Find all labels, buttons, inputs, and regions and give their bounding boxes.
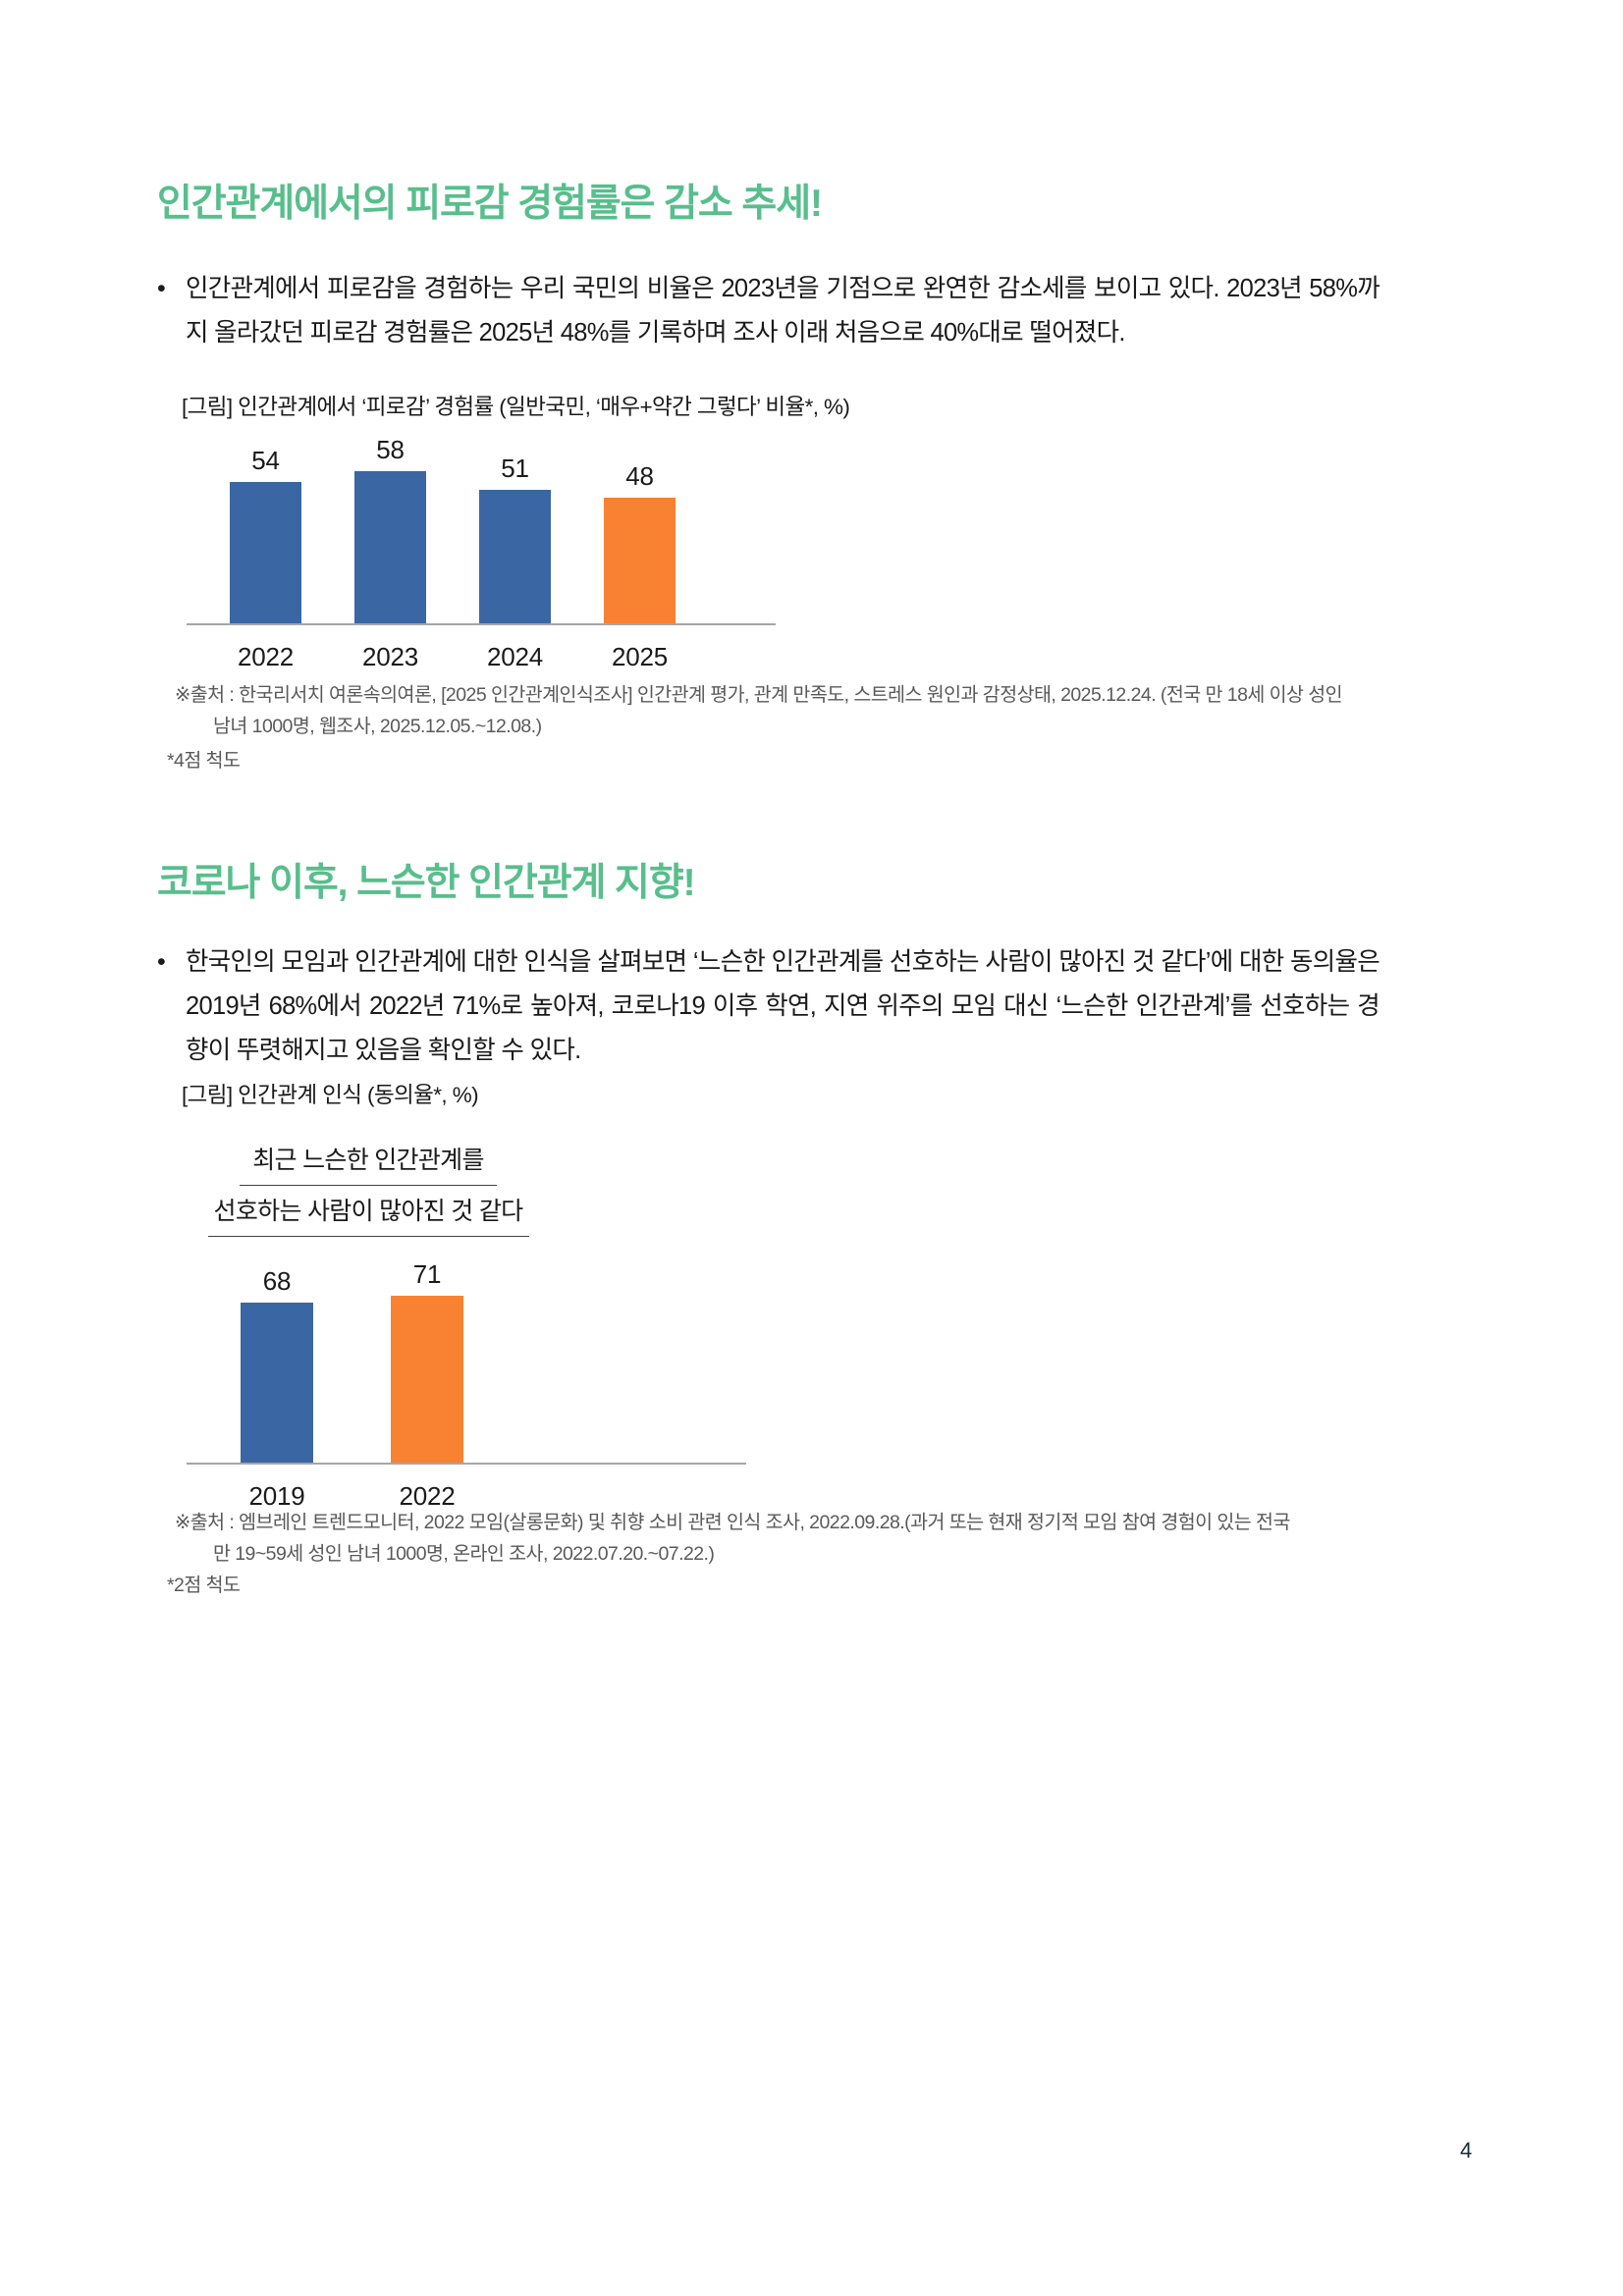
source-note-1-line2: 남녀 1000명, 웹조사, 2025.12.05.~12.08.) — [213, 716, 542, 737]
paragraph-1: • 인간관계에서 피로감을 경험하는 우리 국민의 비율은 2023년을 기점으… — [157, 267, 1380, 355]
bar-2024[interactable]: 51 2024 — [479, 432, 551, 671]
bar-value-2019: 68 — [262, 1266, 292, 1296]
bar-value-2022-b: 71 — [412, 1259, 442, 1289]
bar-fill-2025 — [604, 498, 676, 623]
paragraph-2-text: 한국인의 모임과 인간관계에 대한 인식을 살펴보면 ‘느슨한 인간관계를 선호… — [186, 948, 1380, 1064]
bar-category-2019: 2019 — [248, 1481, 305, 1511]
bar-category-2023: 2023 — [361, 642, 419, 671]
section-heading-1: 인간관계에서의 피로감 경험률은 감소 추세! — [157, 183, 823, 225]
bar-fill-2023 — [354, 471, 426, 623]
paragraph-2: • 한국인의 모임과 인간관계에 대한 인식을 살펴보면 ‘느슨한 인간관계를 … — [157, 940, 1380, 1073]
chart-1-axis-line — [187, 623, 776, 625]
bar-category-2022: 2022 — [237, 642, 295, 671]
bar-fill-2024 — [479, 490, 551, 623]
bar-value-2024: 51 — [501, 454, 529, 483]
paragraph-1-text: 인간관계에서 피로감을 경험하는 우리 국민의 비율은 2023년을 기점으로 … — [186, 275, 1380, 347]
figure-caption-2: [그림] 인간관계 인식 (동의율*, %) — [182, 1083, 479, 1107]
bullet-marker-2: • — [157, 948, 166, 976]
source-note-2: ※출처 : 엠브레인 트렌드모니터, 2022 모임(살롱문화) 및 취향 소비… — [175, 1507, 1471, 1570]
chart-2-axis-line — [187, 1463, 746, 1465]
bar-2022[interactable]: 54 2022 — [230, 432, 301, 671]
bar-2022-b[interactable]: 71 2022 — [391, 1256, 463, 1511]
figure-caption-1: [그림] 인간관계에서 ‘피로감’ 경험률 (일반국민, ‘매우+약간 그렇다’… — [182, 395, 850, 419]
source-note-2-line2: 만 19~59세 성인 남녀 1000명, 온라인 조사, 2022.07.20… — [213, 1543, 715, 1565]
footnote-2: *2점 척도 — [167, 1575, 241, 1596]
bar-2025[interactable]: 48 2025 — [604, 432, 676, 671]
bar-category-2024: 2024 — [486, 642, 544, 671]
bar-value-2022: 54 — [251, 446, 280, 475]
bar-chart-1: 54 2022 58 2023 51 2024 48 2025 — [187, 432, 776, 677]
bar-fill-2019 — [241, 1303, 313, 1463]
bar-category-2025: 2025 — [611, 642, 669, 671]
bar-2023[interactable]: 58 2023 — [354, 432, 426, 671]
section-heading-2: 코로나 이후, 느슨한 인간관계 지향! — [157, 862, 696, 904]
footnote-1: *4점 척도 — [167, 750, 241, 772]
bar-fill-2022-b — [391, 1296, 463, 1463]
chart-2-question-label: 최근 느슨한 인간관계를 선호하는 사람이 많아진 것 같다 — [172, 1139, 565, 1241]
chart-2-question-line2: 선호하는 사람이 많아진 것 같다 — [207, 1190, 529, 1237]
bar-value-2025: 48 — [625, 461, 654, 491]
bar-value-2023: 58 — [376, 435, 405, 464]
page-number: 4 — [1460, 2138, 1473, 2163]
source-note-1-line1: ※출처 : 한국리서치 여론속의여론, [2025 인간관계인식조사] 인간관계… — [175, 684, 1343, 706]
bar-category-2022-b: 2022 — [399, 1481, 456, 1511]
bar-chart-2: 68 2019 71 2022 — [187, 1256, 776, 1512]
chart-2-question-line1: 최근 느슨한 인간관계를 — [240, 1139, 497, 1186]
bar-fill-2022 — [230, 482, 301, 623]
bullet-marker-1: • — [157, 275, 166, 302]
source-note-1: ※출처 : 한국리서치 여론속의여론, [2025 인간관계인식조사] 인간관계… — [175, 679, 1451, 742]
bar-2019[interactable]: 68 2019 — [241, 1256, 313, 1511]
source-note-2-line1: ※출처 : 엠브레인 트렌드모니터, 2022 모임(살롱문화) 및 취향 소비… — [175, 1512, 1290, 1533]
